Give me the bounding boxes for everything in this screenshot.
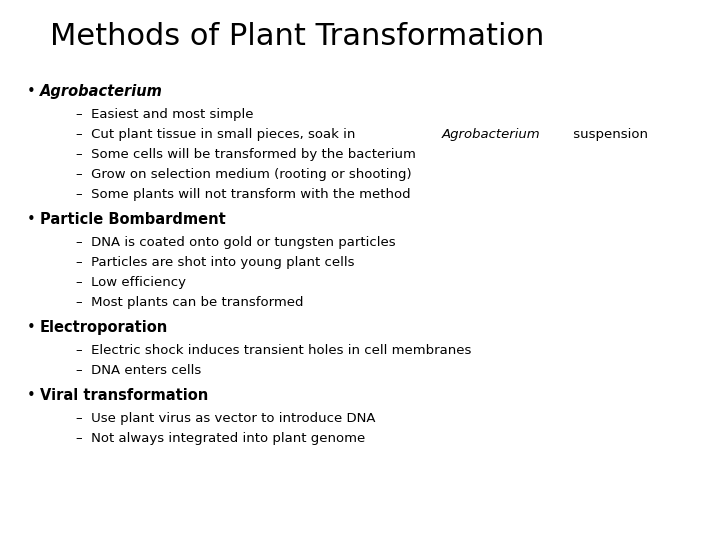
Text: –  Easiest and most simple: – Easiest and most simple bbox=[76, 108, 253, 121]
Text: Viral transformation: Viral transformation bbox=[40, 388, 208, 403]
Text: Electroporation: Electroporation bbox=[40, 320, 168, 335]
Text: •: • bbox=[27, 212, 35, 227]
Text: –  DNA enters cells: – DNA enters cells bbox=[76, 364, 201, 377]
Text: –  Electric shock induces transient holes in cell membranes: – Electric shock induces transient holes… bbox=[76, 344, 471, 357]
Text: •: • bbox=[27, 320, 35, 335]
Text: •: • bbox=[27, 388, 35, 403]
Text: –  Grow on selection medium (rooting or shooting): – Grow on selection medium (rooting or s… bbox=[76, 168, 411, 181]
Text: –  Cut plant tissue in small pieces, soak in: – Cut plant tissue in small pieces, soak… bbox=[76, 128, 359, 141]
Text: –  Particles are shot into young plant cells: – Particles are shot into young plant ce… bbox=[76, 256, 354, 269]
Text: Agrobacterium: Agrobacterium bbox=[40, 84, 163, 99]
Text: –  Use plant virus as vector to introduce DNA: – Use plant virus as vector to introduce… bbox=[76, 412, 375, 425]
Text: –  Some cells will be transformed by the bacterium: – Some cells will be transformed by the … bbox=[76, 148, 415, 161]
Text: –  Most plants can be transformed: – Most plants can be transformed bbox=[76, 296, 303, 309]
Text: –  DNA is coated onto gold or tungsten particles: – DNA is coated onto gold or tungsten pa… bbox=[76, 236, 395, 249]
Text: –  Low efficiency: – Low efficiency bbox=[76, 276, 186, 289]
Text: –  Not always integrated into plant genome: – Not always integrated into plant genom… bbox=[76, 432, 365, 445]
Text: Particle Bombardment: Particle Bombardment bbox=[40, 212, 225, 227]
Text: •: • bbox=[27, 84, 35, 99]
Text: suspension: suspension bbox=[569, 128, 648, 141]
Text: –  Some plants will not transform with the method: – Some plants will not transform with th… bbox=[76, 188, 410, 201]
Text: Methods of Plant Transformation: Methods of Plant Transformation bbox=[50, 22, 545, 51]
Text: Agrobacterium: Agrobacterium bbox=[441, 128, 540, 141]
